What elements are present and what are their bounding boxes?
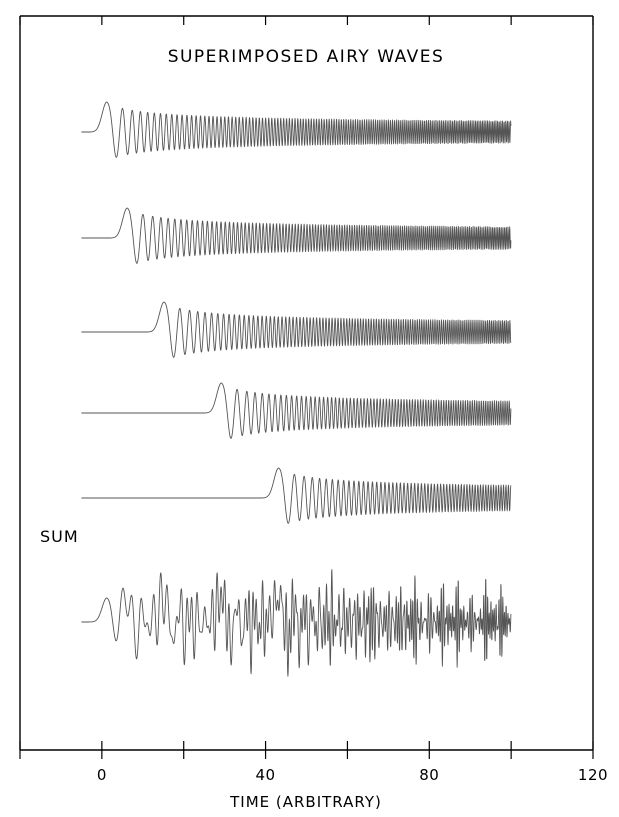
plot-frame [19, 15, 594, 751]
x-axis-tick-labels: 0 40 80 120 [97, 766, 608, 784]
wave-trace-3 [81, 301, 512, 358]
wave-traces [81, 101, 512, 677]
sum-trace [81, 569, 512, 677]
wave-trace-5 [81, 467, 512, 524]
x-tick-label: 80 [419, 766, 439, 784]
x-tick-label: 40 [256, 766, 276, 784]
sum-series-label: SUM [40, 527, 79, 546]
x-axis-label: TIME (ARBITRARY) [229, 793, 382, 811]
chart-title: SUPERIMPOSED AIRY WAVES [168, 47, 445, 67]
x-axis-ticks [19, 16, 594, 759]
wave-trace-2 [81, 207, 512, 264]
wave-trace-1 [81, 101, 512, 158]
x-tick-label: 0 [97, 766, 107, 784]
wave-trace-4 [81, 382, 512, 439]
x-tick-label: 120 [578, 766, 608, 784]
